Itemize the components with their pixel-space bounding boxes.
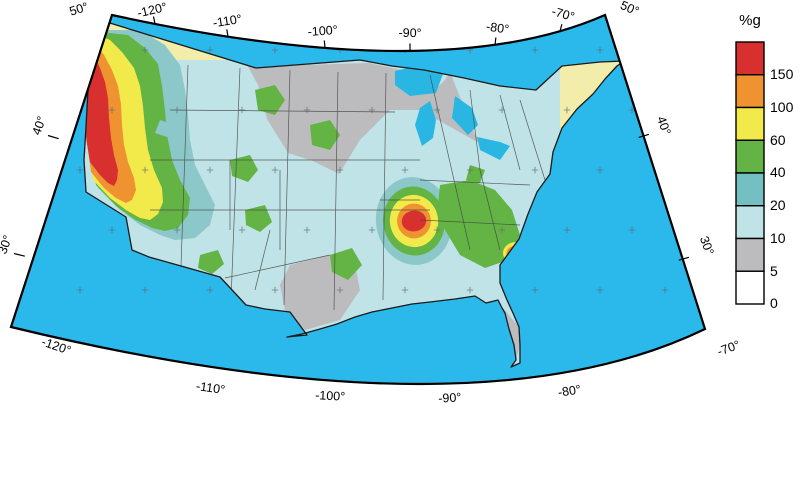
svg-text:50°: 50° bbox=[618, 0, 641, 19]
svg-text:5: 5 bbox=[770, 263, 778, 279]
svg-text:40°: 40° bbox=[29, 114, 49, 137]
svg-text:-110°: -110° bbox=[212, 12, 243, 30]
svg-text:40: 40 bbox=[770, 164, 786, 180]
svg-text:-90°: -90° bbox=[398, 26, 421, 40]
svg-text:40°: 40° bbox=[654, 114, 674, 137]
svg-text:150: 150 bbox=[770, 66, 794, 82]
svg-text:10: 10 bbox=[770, 230, 786, 246]
svg-text:100: 100 bbox=[770, 99, 794, 115]
svg-text:0: 0 bbox=[770, 295, 778, 311]
svg-text:-100°: -100° bbox=[315, 388, 346, 404]
svg-text:-70°: -70° bbox=[715, 338, 741, 359]
svg-text:-110°: -110° bbox=[195, 379, 226, 397]
svg-text:20: 20 bbox=[770, 197, 786, 213]
svg-text:60: 60 bbox=[770, 132, 786, 148]
svg-text:%g: %g bbox=[739, 12, 761, 29]
svg-text:-120°: -120° bbox=[136, 0, 168, 20]
svg-text:-90°: -90° bbox=[438, 390, 462, 405]
svg-text:30°: 30° bbox=[697, 234, 717, 257]
svg-text:50°: 50° bbox=[68, 0, 90, 19]
svg-text:-80°: -80° bbox=[557, 382, 582, 399]
svg-text:-70°: -70° bbox=[550, 4, 576, 24]
svg-text:-100°: -100° bbox=[307, 23, 338, 39]
svg-text:-80°: -80° bbox=[485, 20, 510, 37]
svg-text:30°: 30° bbox=[0, 233, 15, 256]
